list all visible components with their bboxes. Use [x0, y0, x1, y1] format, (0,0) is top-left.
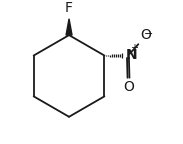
Text: F: F — [65, 1, 73, 15]
Text: O: O — [141, 28, 152, 41]
Text: −: − — [144, 29, 153, 39]
Text: +: + — [130, 42, 138, 53]
Text: O: O — [123, 80, 134, 94]
Text: N: N — [126, 48, 137, 62]
Polygon shape — [66, 19, 72, 35]
